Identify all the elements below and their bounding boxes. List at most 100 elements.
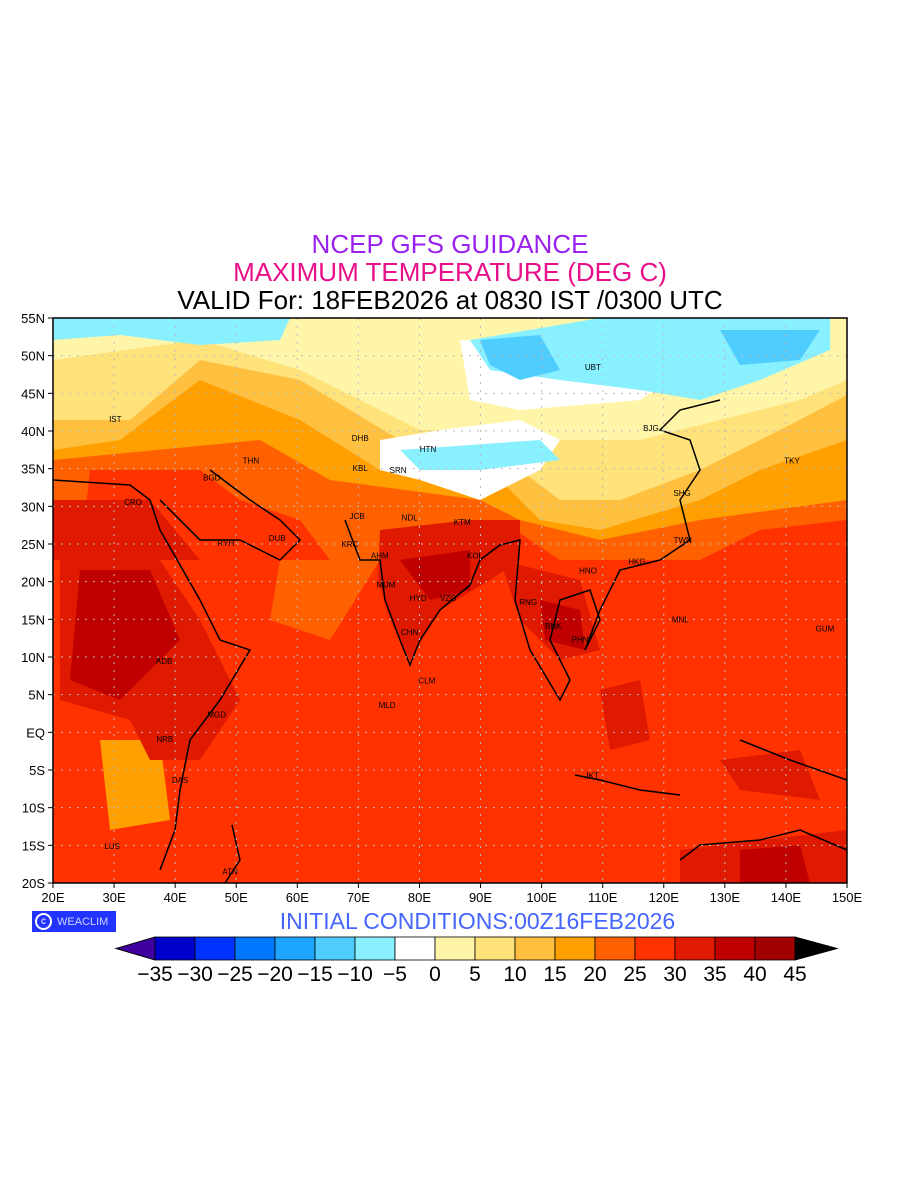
city-label-mnl: MNL [672, 615, 689, 624]
city-label-hkg: HKG [628, 557, 645, 566]
city-label-ndl: NDL [402, 514, 419, 523]
colorbar-swatch [354, 936, 396, 961]
city-label-lus: LUS [104, 842, 120, 851]
city-label-ktm: KTM [454, 518, 471, 527]
lat-tick-label: 30N [21, 499, 45, 514]
title-line-1: NCEP GFS GUIDANCE [311, 229, 589, 259]
city-label-hyd: HYD [410, 594, 427, 603]
colorbar-label: −15 [297, 963, 333, 986]
city-label-hno: HNO [579, 566, 597, 575]
initial-conditions: INITIAL CONDITIONS:00Z16FEB2026 [279, 908, 676, 934]
lon-tick-label: 70E [347, 890, 370, 905]
colorbar-swatch [474, 936, 516, 961]
colorbar-label: −25 [217, 963, 253, 986]
logo-text: WEACLIM [57, 915, 109, 928]
colorbar-under-arrow [114, 936, 156, 961]
colorbar-label: 20 [583, 963, 606, 986]
colorbar-label: 35 [703, 963, 726, 986]
lon-tick-label: 150E [832, 890, 863, 905]
city-label-nrb: NRB [156, 735, 173, 744]
city-label-shg: SHG [673, 489, 690, 498]
city-label-ist: IST [109, 415, 122, 424]
city-label-bjg: BJG [643, 424, 659, 433]
lat-tick-label: 20S [22, 876, 45, 891]
colorbar-swatch [394, 936, 436, 961]
lat-tick-label: 5N [28, 688, 45, 703]
colorbar-label: −10 [337, 963, 373, 986]
colorbar-label: −30 [177, 963, 213, 986]
colorbar-label: 30 [663, 963, 686, 986]
axis-ticks: 20E 30E 40E 50E 60E 70E 80E 90E 100E 110E 120E 130E… [21, 311, 862, 905]
city-label-kol: KOL [467, 551, 484, 560]
colorbar-swatch [714, 936, 756, 961]
city-label-bnk: BNK [545, 622, 562, 631]
city-label-mgd: MGD [207, 710, 226, 719]
colorbar-label: −20 [257, 963, 293, 986]
city-label-ubt: UBT [585, 363, 601, 372]
lat-tick-label: 15N [21, 612, 45, 627]
lon-tick-label: 50E [225, 890, 248, 905]
lat-tick-label: EQ [26, 725, 45, 740]
colorbar-label: 45 [783, 963, 806, 986]
lon-tick-label: 30E [103, 890, 126, 905]
contour-minus15-minus10 [480, 330, 820, 380]
colorbar-swatch [274, 936, 316, 961]
colorbar-swatch [434, 936, 476, 961]
city-label-vzg: VZG [440, 594, 456, 603]
colorbar-swatch [154, 936, 196, 961]
city-label-atn: ATN [222, 868, 238, 877]
city-label-thn: THN [243, 456, 260, 465]
title-valid-time: VALID For: 18FEB2026 at 0830 IST /0300 U… [177, 285, 723, 315]
colorbar-swatch [194, 936, 236, 961]
colorbar-swatch [634, 936, 676, 961]
temperature-field [53, 318, 847, 883]
colorbar-label: 15 [543, 963, 566, 986]
colorbar-swatch [514, 936, 556, 961]
city-labels: IST THN BGD CRO RYH DUB DHB HTN KBL SRN JCB KRC AHM N… [104, 363, 834, 877]
lat-tick-label: 5S [29, 763, 45, 778]
lat-tick-label: 25N [21, 537, 45, 552]
city-label-kbl: KBL [353, 464, 369, 473]
city-label-chn: CHN [401, 628, 419, 637]
lat-tick-label: 10N [21, 650, 45, 665]
city-label-cro: CRO [124, 498, 142, 507]
city-label-phn: PHN [572, 636, 589, 645]
lon-tick-label: 120E [649, 890, 680, 905]
temperature-map: 20E 30E 40E 50E 60E 70E 80E 90E 100E 110E 120E 130E… [21, 311, 862, 905]
lon-tick-label: 140E [771, 890, 802, 905]
lat-tick-label: 35N [21, 462, 45, 477]
city-label-dhb: DHB [352, 434, 369, 443]
city-label-bgd: BGD [203, 474, 221, 483]
colorbar-label: 40 [743, 963, 766, 986]
colorbar-swatch [674, 936, 716, 961]
city-label-jcb: JCB [350, 512, 365, 521]
city-label-clm: CLM [418, 676, 435, 685]
map-frame [52, 317, 848, 884]
city-label-krc: KRC [341, 540, 358, 549]
city-label-jkt: JKT [585, 771, 599, 780]
colorbar-label: 10 [503, 963, 526, 986]
lat-tick-label: 10S [22, 801, 45, 816]
lon-tick-label: 40E [164, 890, 187, 905]
lat-tick-label: 20N [21, 575, 45, 590]
lat-tick-label: 50N [21, 349, 45, 364]
colorbar: −35 −30 −25 −20 −15 −10 −5 0 5 10 15 20 25 30 35 40 45 [114, 936, 839, 986]
weaclim-logo: c WEACLIM [32, 911, 116, 932]
colorbar-swatch [314, 936, 356, 961]
city-label-mum: MUM [376, 581, 395, 590]
colorbar-swatch [754, 936, 796, 961]
colorbar-swatch [234, 936, 276, 961]
title-line-2: MAXIMUM TEMPERATURE (DEG C) [233, 257, 667, 287]
lon-tick-label: 20E [41, 890, 64, 905]
contour-minus10-minus5 [53, 318, 830, 470]
lon-tick-label: 90E [469, 890, 492, 905]
lat-tick-label: 40N [21, 424, 45, 439]
colorbar-label: −5 [383, 963, 407, 986]
lat-tick-label: 15S [22, 838, 45, 853]
city-label-ahm: AHM [371, 551, 389, 560]
city-label-srn: SRN [390, 466, 407, 475]
colorbar-swatch [554, 936, 596, 961]
lon-tick-label: 60E [286, 890, 309, 905]
city-label-twn: TWN [674, 536, 692, 545]
city-label-gum: GUM [816, 624, 835, 633]
